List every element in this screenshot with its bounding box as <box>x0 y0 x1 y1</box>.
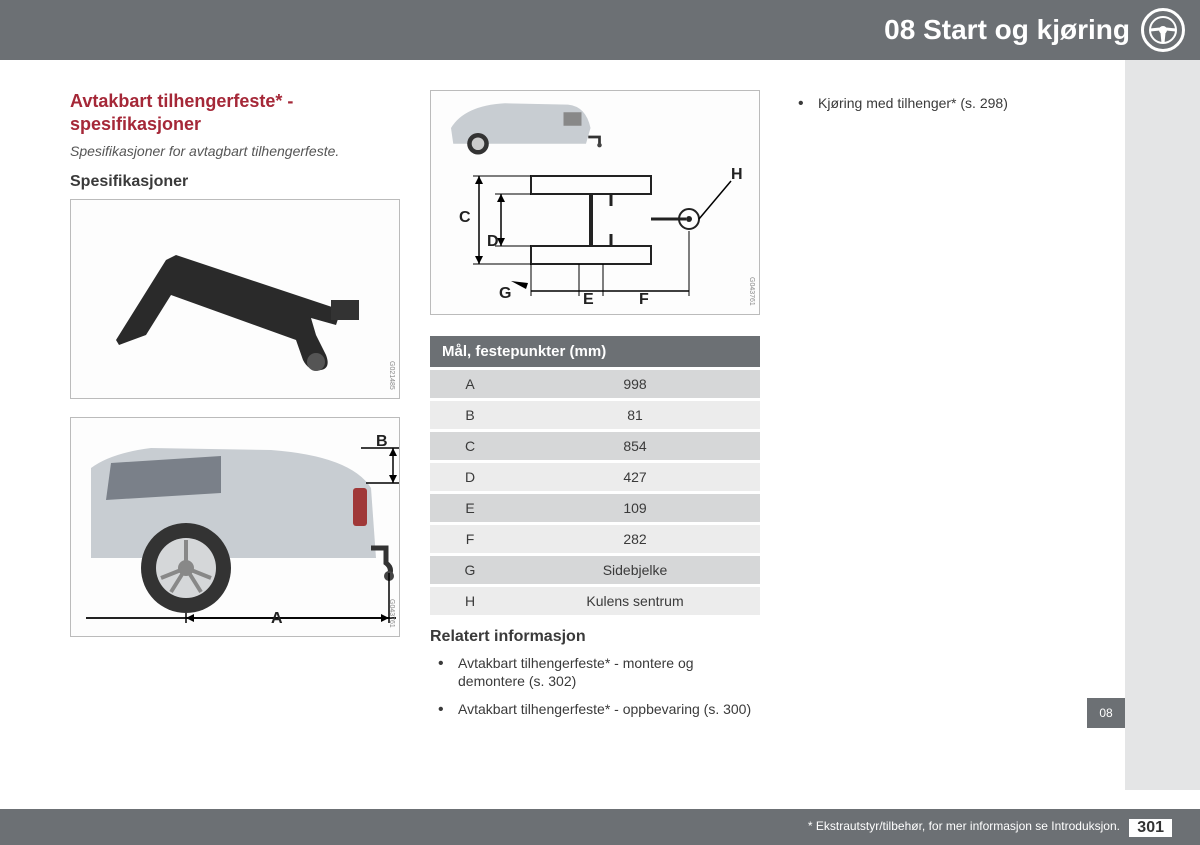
cell-letter: A <box>430 370 510 398</box>
dimension-b-label: B <box>376 433 388 451</box>
cell-value: 109 <box>510 494 760 522</box>
spec-heading: Spesifikasjoner <box>70 173 400 191</box>
page-number: 301 <box>1129 819 1172 837</box>
column-3: Kjøring med tilhenger* (s. 298) <box>790 90 1110 729</box>
table-row: E109 <box>430 494 760 522</box>
dimension-h-label: H <box>731 166 743 184</box>
table-header-row: Mål, festepunkter (mm) <box>430 336 760 367</box>
table-row: A998 <box>430 370 760 398</box>
figure-code: G043761 <box>388 599 395 628</box>
figure-mounting-points: C D G E F H G043761 <box>430 90 760 315</box>
spec-table: Mål, festepunkter (mm) A998 B81 C854 D42… <box>430 333 760 618</box>
section-subtitle: Spesifikasjoner for avtagbart tilhengerf… <box>70 143 400 159</box>
cell-value: Sidebjelke <box>510 556 760 584</box>
list-item: Avtakbart tilhengerfeste* - montere og d… <box>430 654 760 690</box>
cell-value: 998 <box>510 370 760 398</box>
section-title: Avtakbart tilhengerfeste* - spesifikasjo… <box>70 90 400 137</box>
cell-letter: E <box>430 494 510 522</box>
table-row: C854 <box>430 432 760 460</box>
footnote: * Ekstrautstyr/tilbehør, for mer informa… <box>808 819 1120 833</box>
cell-letter: H <box>430 587 510 615</box>
footer-bar: * Ekstrautstyr/tilbehør, for mer informa… <box>0 809 1200 845</box>
page-content: Avtakbart tilhengerfeste* - spesifikasjo… <box>0 60 1200 729</box>
cell-value: 427 <box>510 463 760 491</box>
figure-towbar-part: G021485 <box>70 199 400 399</box>
related-list: Avtakbart tilhengerfeste* - montere og d… <box>430 654 760 719</box>
steering-wheel-icon <box>1141 8 1185 52</box>
figure-code: G043761 <box>748 277 755 306</box>
cell-letter: D <box>430 463 510 491</box>
dimension-g-label: G <box>499 285 511 303</box>
chapter-number: 08 <box>884 14 915 45</box>
list-item: Avtakbart tilhengerfeste* - oppbevaring … <box>430 700 760 718</box>
cell-value: 81 <box>510 401 760 429</box>
cell-value: Kulens sentrum <box>510 587 760 615</box>
chapter-title: 08 Start og kjøring <box>884 14 1130 46</box>
table-row: D427 <box>430 463 760 491</box>
cell-letter: G <box>430 556 510 584</box>
cell-value: 854 <box>510 432 760 460</box>
table-row: HKulens sentrum <box>430 587 760 615</box>
figure-code: G021485 <box>388 361 395 390</box>
dimension-d-label: D <box>487 233 499 251</box>
table-row: B81 <box>430 401 760 429</box>
continued-list: Kjøring med tilhenger* (s. 298) <box>790 94 1110 112</box>
column-2: C D G E F H G043761 Mål, festepunkter (m… <box>430 90 760 729</box>
cell-value: 282 <box>510 525 760 553</box>
figure-car-rear-side: A B G043761 <box>70 417 400 637</box>
list-item: Kjøring med tilhenger* (s. 298) <box>790 94 1110 112</box>
table-row: GSidebjelke <box>430 556 760 584</box>
dimension-c-label: C <box>459 209 471 227</box>
column-1: Avtakbart tilhengerfeste* - spesifikasjo… <box>70 90 400 729</box>
dimension-e-label: E <box>583 291 594 309</box>
dimension-f-label: F <box>639 291 649 309</box>
table-header: Mål, festepunkter (mm) <box>430 336 760 367</box>
cell-letter: F <box>430 525 510 553</box>
cell-letter: C <box>430 432 510 460</box>
related-heading: Relatert informasjon <box>430 628 760 646</box>
cell-letter: B <box>430 401 510 429</box>
table-row: F282 <box>430 525 760 553</box>
dimension-a-label: A <box>271 610 283 628</box>
chapter-name: Start og kjøring <box>923 14 1130 45</box>
chapter-header: 08 Start og kjøring <box>0 0 1200 60</box>
